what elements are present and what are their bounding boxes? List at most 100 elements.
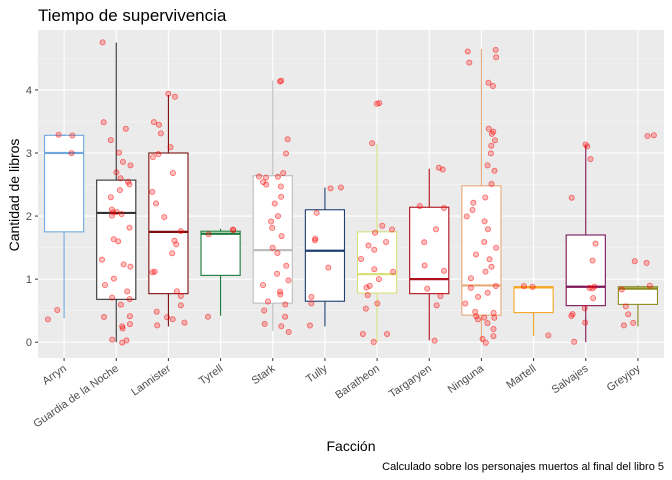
data-point bbox=[473, 313, 480, 320]
data-point bbox=[118, 210, 125, 217]
y-tick-label: 0 bbox=[26, 337, 32, 349]
box-martell bbox=[513, 286, 554, 336]
data-point bbox=[150, 119, 157, 126]
data-point bbox=[108, 212, 115, 219]
data-point bbox=[269, 224, 276, 231]
data-point bbox=[268, 218, 275, 225]
data-point bbox=[262, 174, 269, 181]
x-tick-label: Targaryen bbox=[387, 363, 434, 401]
chart-caption: Calculado sobre los personajes muertos a… bbox=[382, 461, 664, 473]
data-point bbox=[161, 214, 168, 221]
data-point bbox=[126, 313, 133, 320]
jitter-points bbox=[44, 39, 657, 346]
data-point bbox=[229, 226, 236, 233]
data-point bbox=[485, 125, 492, 132]
data-point bbox=[630, 319, 637, 326]
box-tyrell bbox=[200, 228, 241, 316]
data-point bbox=[433, 302, 440, 309]
data-point bbox=[590, 295, 597, 302]
data-point bbox=[374, 300, 381, 307]
data-point bbox=[424, 285, 431, 292]
data-point bbox=[181, 319, 188, 326]
data-point bbox=[650, 132, 657, 139]
data-point bbox=[54, 306, 61, 313]
data-point bbox=[165, 90, 172, 97]
data-point bbox=[283, 262, 290, 269]
data-point bbox=[484, 320, 491, 327]
data-point bbox=[269, 244, 276, 251]
data-point bbox=[467, 284, 474, 291]
data-point bbox=[571, 338, 578, 345]
y-tick-label: 3 bbox=[26, 148, 32, 160]
data-point bbox=[107, 194, 114, 201]
data-point bbox=[156, 121, 163, 128]
data-point bbox=[472, 308, 479, 315]
data-point bbox=[110, 209, 117, 216]
data-point bbox=[171, 237, 178, 244]
data-point bbox=[109, 294, 116, 301]
box-salvajes bbox=[565, 145, 606, 343]
data-point bbox=[581, 305, 588, 312]
data-point bbox=[631, 258, 638, 265]
data-point bbox=[364, 292, 371, 299]
data-point bbox=[312, 235, 319, 242]
data-point bbox=[127, 162, 134, 169]
data-point bbox=[308, 293, 315, 300]
data-point bbox=[493, 244, 500, 251]
data-point bbox=[98, 256, 105, 263]
data-point bbox=[469, 206, 476, 213]
data-point bbox=[375, 276, 382, 283]
x-tick-label: Martell bbox=[504, 363, 538, 392]
data-point bbox=[384, 330, 391, 337]
data-point bbox=[278, 233, 285, 240]
data-point bbox=[490, 309, 497, 316]
x-axis-title: Facción bbox=[326, 438, 375, 454]
data-point bbox=[157, 130, 164, 137]
data-point bbox=[482, 268, 489, 275]
box-iqr bbox=[148, 152, 189, 295]
plot-panel bbox=[38, 30, 664, 358]
data-point bbox=[484, 226, 491, 233]
data-point bbox=[463, 213, 470, 220]
data-point bbox=[120, 261, 127, 268]
data-point bbox=[122, 125, 129, 132]
box-iqr bbox=[304, 209, 346, 302]
y-tick-label: 4 bbox=[26, 85, 32, 97]
data-point bbox=[285, 329, 292, 336]
data-point bbox=[110, 236, 117, 243]
data-point bbox=[282, 301, 289, 308]
data-point bbox=[481, 239, 488, 246]
data-point bbox=[99, 39, 106, 46]
data-point bbox=[421, 262, 428, 269]
data-point bbox=[275, 213, 282, 220]
data-point bbox=[520, 283, 527, 290]
chart-title: Tiempo de supervivencia bbox=[38, 6, 227, 25]
data-point bbox=[126, 321, 133, 328]
y-tick-label: 2 bbox=[26, 211, 32, 223]
data-point bbox=[284, 136, 291, 143]
x-tick-label: Salvajes bbox=[550, 362, 591, 396]
data-point bbox=[488, 180, 495, 187]
data-point bbox=[119, 325, 126, 332]
data-point bbox=[475, 293, 482, 300]
data-point bbox=[484, 289, 491, 296]
data-point bbox=[383, 238, 390, 245]
data-point bbox=[155, 151, 162, 158]
data-point bbox=[117, 175, 124, 182]
data-point bbox=[123, 337, 130, 344]
data-point bbox=[475, 316, 482, 323]
data-point bbox=[620, 322, 627, 329]
data-point bbox=[482, 339, 489, 346]
data-point bbox=[327, 185, 334, 192]
data-point bbox=[359, 330, 366, 337]
data-point bbox=[280, 169, 287, 176]
data-point bbox=[68, 150, 75, 157]
data-point bbox=[55, 131, 62, 138]
data-point bbox=[107, 137, 114, 144]
data-point bbox=[440, 204, 447, 211]
data-point bbox=[591, 283, 598, 290]
data-point bbox=[306, 322, 313, 329]
data-point bbox=[164, 314, 171, 321]
